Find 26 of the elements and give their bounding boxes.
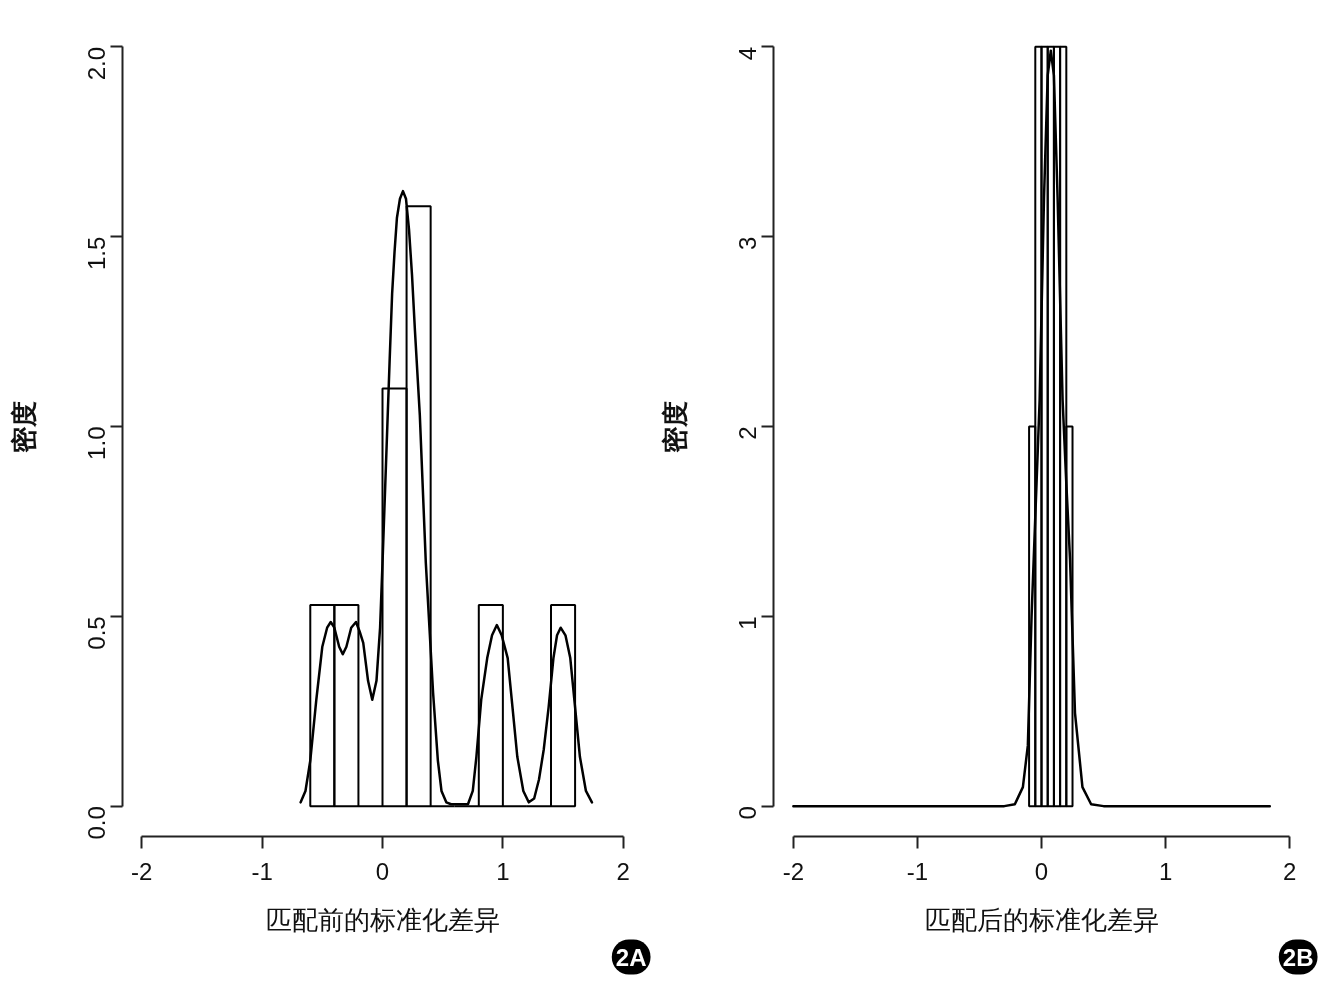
y-tick-label: 0.0 (83, 806, 110, 840)
x-tick-label: -1 (906, 857, 929, 885)
x-tick-label: -2 (782, 857, 805, 885)
y-tick-label: 1.0 (83, 426, 110, 460)
y-tick-label: 0.5 (83, 616, 110, 650)
x-axis-title: 匹配前的标准化差异 (265, 904, 500, 935)
x-tick-label: 0 (1034, 857, 1049, 885)
text: 2B (1282, 943, 1314, 971)
x-tick-label: 1 (1158, 857, 1173, 885)
y-axis-title: 密度 (659, 400, 690, 453)
x-tick-label: 2 (616, 857, 630, 885)
x-tick-label: -1 (251, 857, 273, 885)
y-tick-label: 2 (734, 426, 761, 440)
x-tick-label: 1 (496, 857, 510, 885)
y-axis-title: 密度 (8, 400, 39, 453)
x-axis-title: 匹配后的标准化差异 (924, 904, 1159, 935)
x-tick-label: 2 (1282, 857, 1297, 885)
y-tick-label: 2.0 (83, 46, 110, 81)
y-tick-label: 0 (734, 806, 761, 820)
x-tick-label: 0 (375, 857, 390, 885)
y-tick-label: 4 (734, 46, 761, 61)
y-tick-label: 1 (734, 616, 761, 630)
text: 2A (615, 943, 647, 971)
x-tick-label: -2 (131, 857, 153, 885)
y-tick-label: 3 (734, 236, 761, 251)
y-tick-label: 1.5 (83, 236, 110, 271)
